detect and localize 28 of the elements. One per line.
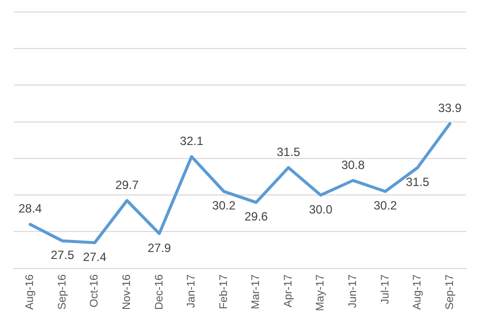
data-label: 31.5	[406, 174, 430, 189]
x-tick-label: Aug-16	[24, 274, 36, 310]
x-tick-label: Sep-16	[56, 274, 68, 310]
data-label: 33.9	[438, 100, 462, 115]
x-tick-label: Oct-16	[88, 274, 101, 308]
x-tick-label: Mar-17	[250, 274, 262, 310]
data-label: 30.0	[309, 202, 333, 216]
data-label: 30.2	[374, 198, 398, 213]
x-tick-label: Jan-17	[186, 274, 198, 308]
data-label: 30.8	[341, 158, 365, 172]
data-label: 30.2	[212, 198, 236, 213]
data-label: 27.4	[83, 250, 107, 264]
x-tick-label: Jul-17	[379, 274, 392, 304]
data-label: 31.5	[276, 144, 300, 159]
x-tick-label: Feb-17	[218, 274, 230, 310]
x-tick-label: Dec-16	[153, 274, 166, 310]
x-tick-label: Apr-17	[282, 274, 294, 308]
data-label: 32.1	[180, 134, 204, 148]
data-label: 29.7	[115, 178, 139, 192]
x-tick-label: Nov-16	[121, 274, 134, 310]
x-tick-label: May-17	[314, 274, 327, 312]
x-tick-label: Jun-17	[347, 274, 360, 308]
data-label: 27.5	[50, 248, 74, 262]
x-tick-label: Aug-17	[412, 274, 424, 310]
data-label: 29.6	[244, 210, 268, 224]
data-label: 28.4	[18, 202, 42, 216]
x-tick-label: Sep-17	[444, 274, 456, 310]
data-label: 27.9	[148, 240, 172, 255]
